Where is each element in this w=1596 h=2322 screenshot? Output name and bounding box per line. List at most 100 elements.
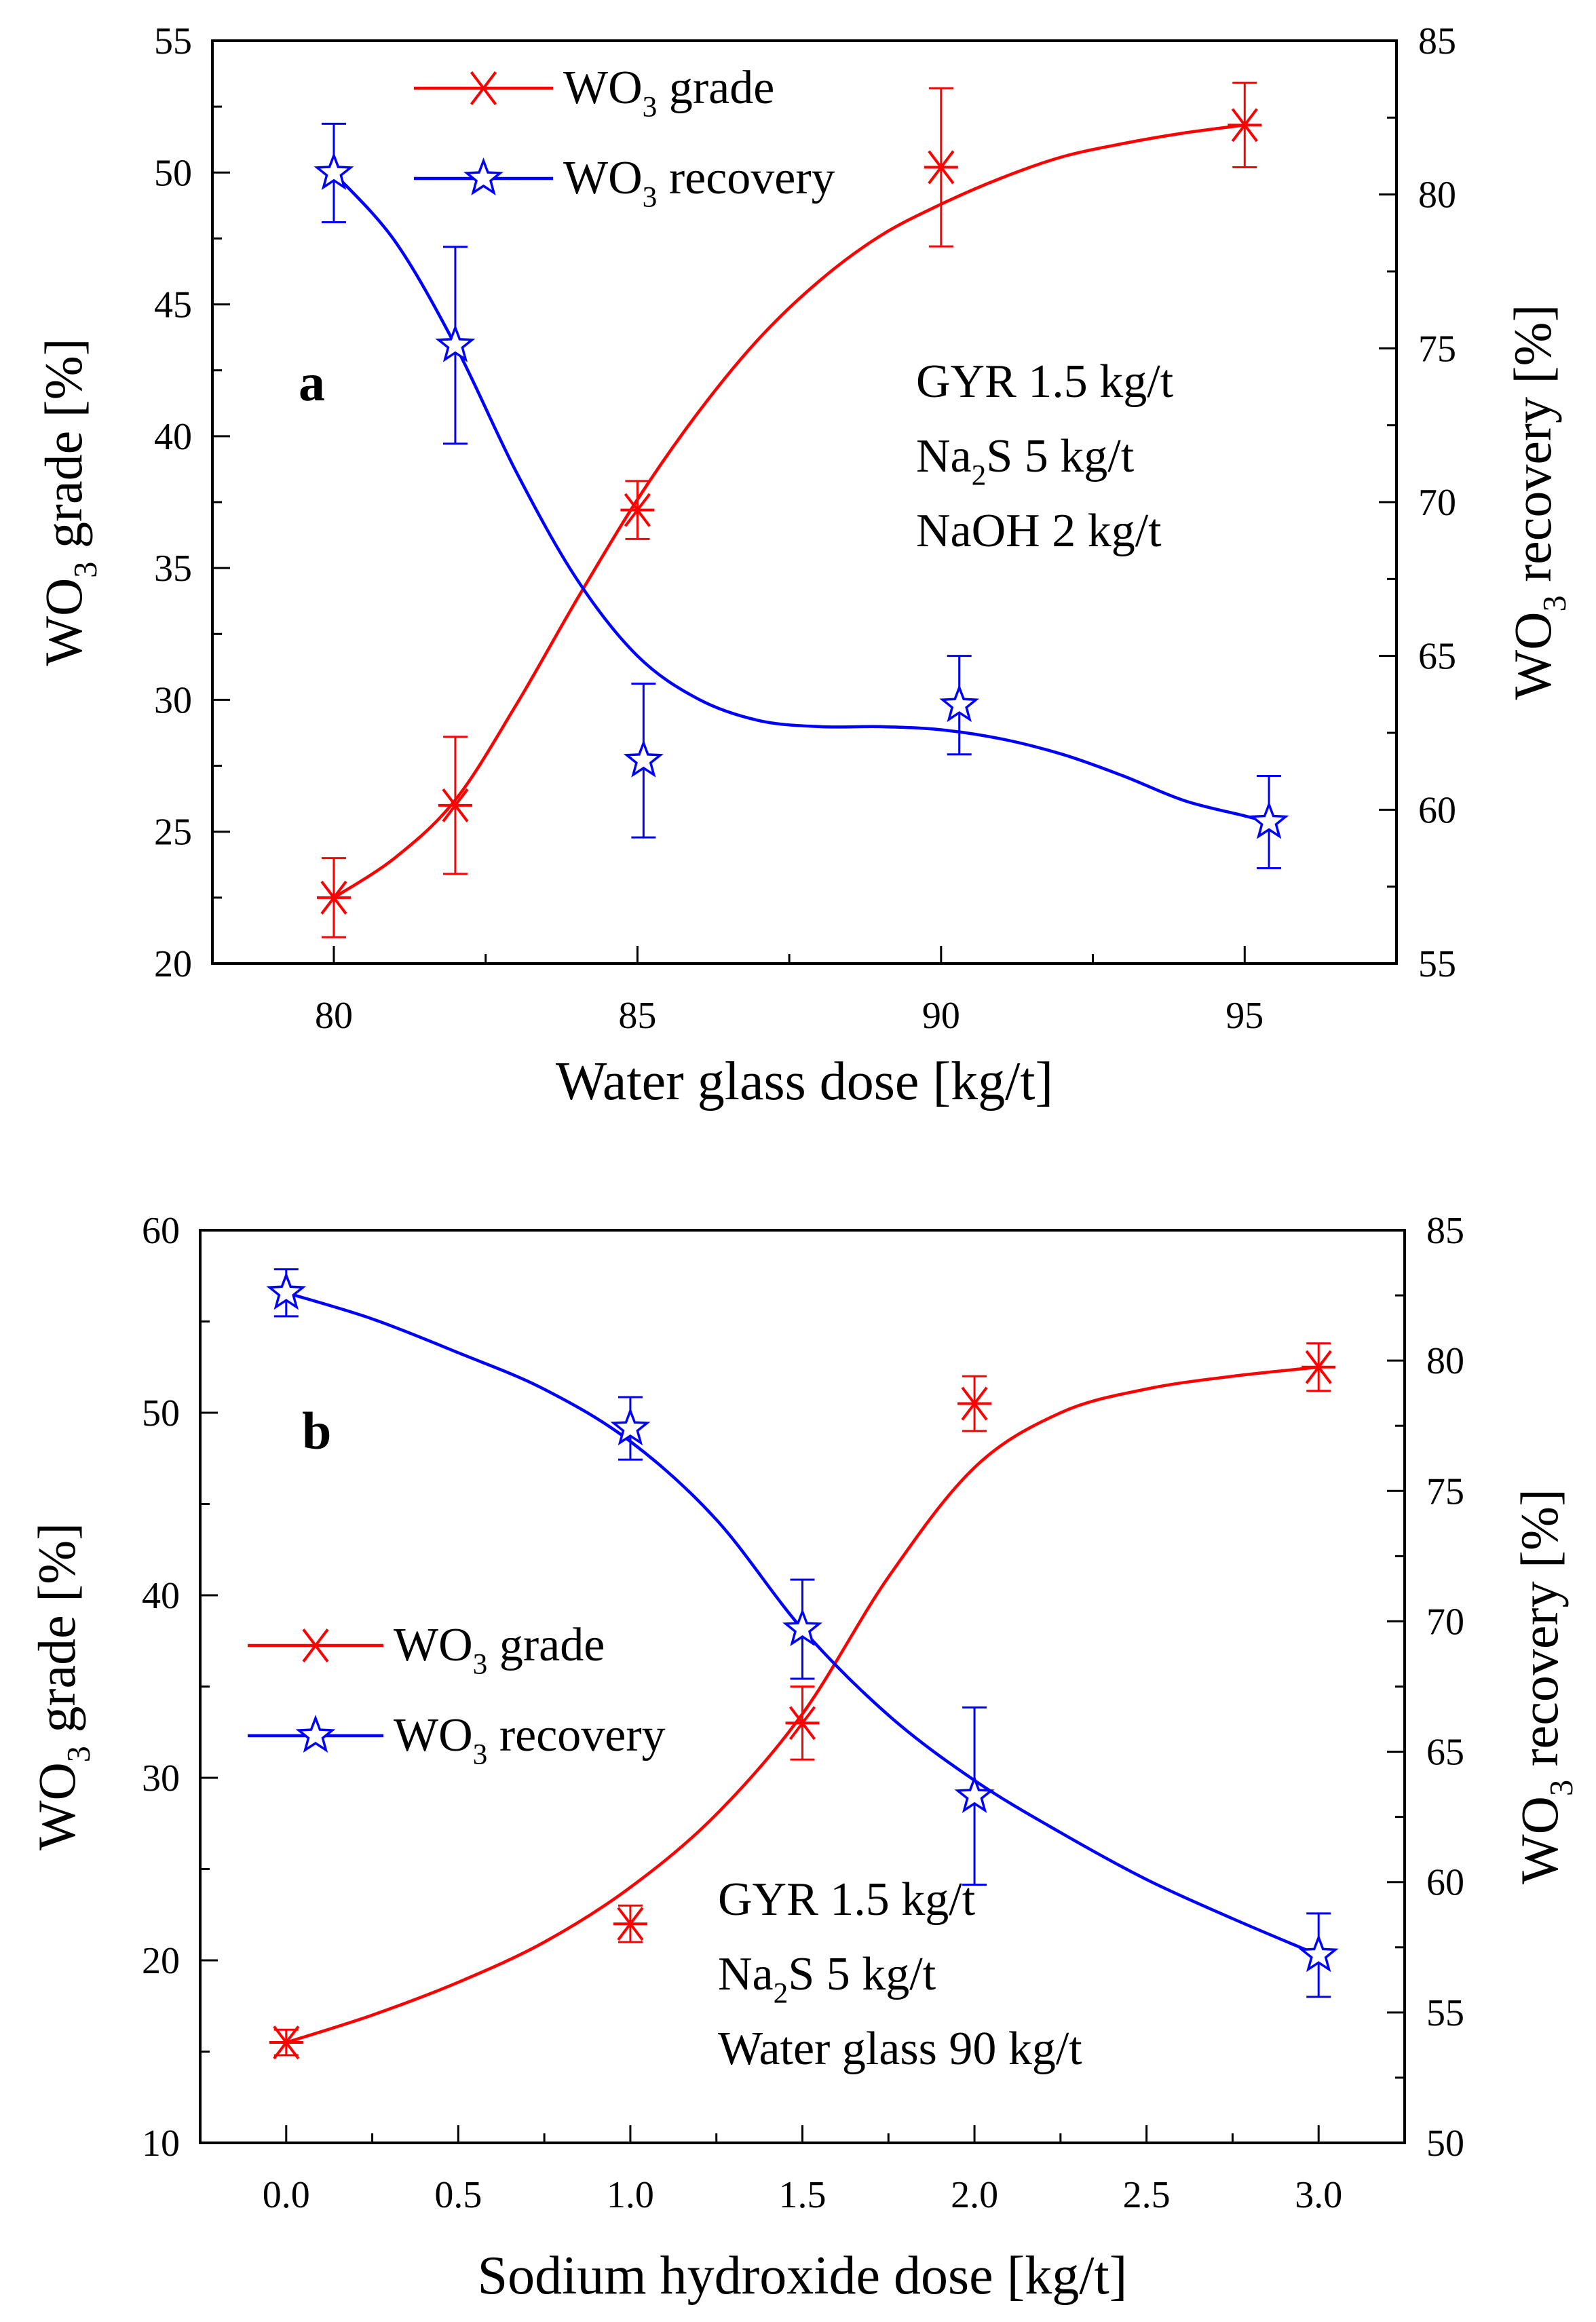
x-tick-label: 2.5 xyxy=(1123,2174,1171,2216)
series-fit-curve xyxy=(332,123,1245,899)
y2-axis-title: WO3 recovery [%] xyxy=(1510,1489,1580,1884)
legend-label-main: WO xyxy=(563,62,643,114)
annotation-line: GYR 1.5 kg/t xyxy=(718,1873,976,1926)
y2-tick-label: 75 xyxy=(1418,328,1456,370)
y-tick-label: 10 xyxy=(142,2123,180,2165)
legend-label: WO3 grade xyxy=(394,1619,605,1681)
y2-tick-label: 70 xyxy=(1426,1601,1464,1643)
y2-tick-label: 65 xyxy=(1418,636,1456,678)
panel-label: a xyxy=(299,353,325,412)
data-point xyxy=(269,2025,303,2060)
y-tick-label: 20 xyxy=(142,1940,180,1982)
annotation-line: NaOH 2 kg/t xyxy=(916,505,1162,557)
annotation-line: Water glass 90 kg/t xyxy=(718,2023,1082,2075)
data-point xyxy=(957,1386,992,1421)
legend-label-rest: recovery xyxy=(657,152,835,204)
data-point xyxy=(939,684,980,723)
x-axis-title: Water glass dose [kg/t] xyxy=(556,1052,1053,1111)
y2-tick-label: 50 xyxy=(1426,2123,1464,2165)
y2-axis-title-rest: recovery [%] xyxy=(1510,1489,1569,1780)
annotation-line: GYR 1.5 kg/t xyxy=(916,356,1174,408)
annotation-line: Na2S 5 kg/t xyxy=(916,430,1135,492)
data-point xyxy=(1249,801,1289,839)
annotation-line-rest: S 5 kg/t xyxy=(986,430,1134,482)
y-tick-label: 40 xyxy=(142,1575,180,1617)
annotation-line-subscript: 2 xyxy=(972,459,987,492)
legend-label-rest: grade xyxy=(657,62,774,114)
data-point xyxy=(620,493,655,527)
y-tick-label: 40 xyxy=(154,416,192,458)
chart-panel-a: 80 85 90 95 20 25 30 35 40 45 50 55 55 60 65 70 75 80 85 Wa… xyxy=(34,20,1573,1111)
y-tick-label: 30 xyxy=(154,679,192,721)
annotation-block: GYR 1.5 kg/t Na2S 5 kg/t NaOH 2 kg/t xyxy=(916,356,1174,557)
y-tick-label: 60 xyxy=(142,1210,180,1252)
legend-label-main: WO xyxy=(394,1619,473,1671)
y-tick-label: 20 xyxy=(154,943,192,985)
legend-label-rest: grade xyxy=(487,1619,605,1671)
annotation-line: Na2S 5 kg/t xyxy=(718,1948,936,2010)
x-tick-label: 90 xyxy=(922,995,960,1037)
y-axis-title-rest: grade [%] xyxy=(34,338,93,561)
data-point xyxy=(782,1608,822,1646)
y-tick-label: 25 xyxy=(154,812,192,854)
x-tick-label: 3.0 xyxy=(1295,2174,1342,2216)
y2-tick-label: 55 xyxy=(1418,943,1456,985)
legend-marker xyxy=(466,71,501,105)
y2-tick-label: 80 xyxy=(1426,1340,1464,1382)
legend-label-subscript: 3 xyxy=(643,181,658,214)
annotation-line-subscript: 2 xyxy=(774,1977,788,2010)
series-grade xyxy=(316,81,1262,938)
series-recovery xyxy=(314,122,1289,869)
data-point xyxy=(924,150,958,185)
y-axis-title: WO3 grade [%] xyxy=(27,1523,97,1850)
data-point xyxy=(954,1774,995,1813)
y-tick-label: 45 xyxy=(154,284,192,326)
legend-marker xyxy=(295,1715,336,1753)
x-tick-label: 0.5 xyxy=(434,2174,482,2216)
x-tick-label: 1.5 xyxy=(779,2174,826,2216)
y-axis-title-main: WO xyxy=(34,578,93,666)
x-tick-label: 1.0 xyxy=(607,2174,654,2216)
legend-label-subscript: 3 xyxy=(473,1648,488,1681)
annotation-line-main: Na xyxy=(916,430,972,482)
legend-label-main: WO xyxy=(394,1709,473,1762)
annotation-line-main: Water glass 90 kg/t xyxy=(718,2023,1082,2075)
x-tick-label: 85 xyxy=(618,995,656,1037)
y-tick-label: 50 xyxy=(154,152,192,194)
chart-panel-b: 0.0 0.5 1.0 1.5 2.0 2.5 3.0 10 20 30 40 50 60 50 55 60 6… xyxy=(27,1210,1580,2306)
x-tick-label: 2.0 xyxy=(951,2174,998,2216)
y-axis-title: WO3 grade [%] xyxy=(34,338,104,666)
y2-axis-title-subscript: 3 xyxy=(1537,595,1573,611)
legend: WO 3 grade WO3 recovery xyxy=(414,62,835,214)
y2-axis-title-main: WO xyxy=(1510,1796,1569,1884)
data-point xyxy=(623,739,664,778)
y2-tick-label: 65 xyxy=(1426,1732,1464,1774)
annotation-line-main: NaOH 2 kg/t xyxy=(916,505,1162,557)
legend-label-rest: recovery xyxy=(487,1709,665,1762)
legend-label: WO3 recovery xyxy=(563,152,835,214)
data-point xyxy=(266,1272,307,1310)
y2-tick-label: 60 xyxy=(1426,1862,1464,1904)
y2-axis-title: WO3 recovery [%] xyxy=(1503,305,1573,700)
y-axis-title-subscript: 3 xyxy=(68,562,104,578)
annotation-line-main: GYR 1.5 kg/t xyxy=(718,1873,976,1926)
y2-tick-label: 85 xyxy=(1418,20,1456,62)
y2-tick-label: 75 xyxy=(1426,1470,1464,1512)
x-tick-label: 95 xyxy=(1226,995,1264,1037)
y-tick-label: 50 xyxy=(142,1392,180,1434)
y2-tick-label: 85 xyxy=(1426,1210,1464,1252)
panel-label: b xyxy=(302,1401,331,1460)
data-point xyxy=(610,1407,651,1446)
y-axis-title-rest: grade [%] xyxy=(27,1523,86,1746)
legend-marker xyxy=(299,1629,332,1662)
data-point xyxy=(316,880,351,915)
y2-tick-label: 80 xyxy=(1418,174,1456,216)
y-tick-label: 35 xyxy=(154,548,192,590)
y-tick-label: 30 xyxy=(142,1757,180,1800)
legend-marker xyxy=(463,157,504,195)
y2-axis-title-subscript: 3 xyxy=(1544,1780,1580,1796)
y2-tick-label: 55 xyxy=(1426,1992,1464,2034)
data-point xyxy=(785,1706,820,1740)
